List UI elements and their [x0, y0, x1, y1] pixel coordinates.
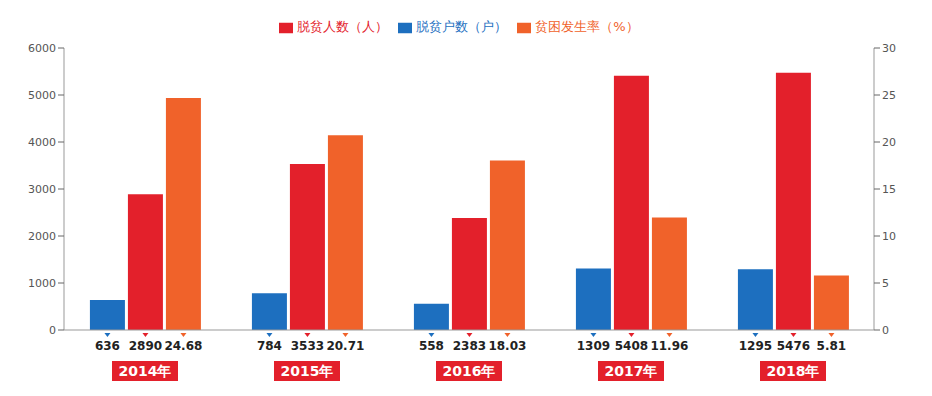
html-text:脱贫户数（户）: 脱贫户数（户）: [416, 19, 508, 34]
svg-text:3533: 3533: [291, 339, 324, 353]
svg-text:2014年: 2014年: [119, 363, 172, 379]
svg-text:636: 636: [95, 339, 120, 353]
svg-text:30: 30: [882, 42, 896, 55]
svg-text:1295: 1295: [739, 339, 772, 353]
svg-text:2383: 2383: [453, 339, 486, 353]
svg-text:18.03: 18.03: [488, 339, 526, 353]
svg-text:5476: 5476: [777, 339, 810, 353]
svg-text:24.68: 24.68: [164, 339, 202, 353]
svg-text:25: 25: [882, 89, 896, 102]
svg-text:20.71: 20.71: [326, 339, 364, 353]
svg-text:2016年: 2016年: [443, 363, 496, 379]
svg-text:10: 10: [882, 230, 896, 243]
svg-text:4000: 4000: [28, 136, 56, 149]
svg-text:11.96: 11.96: [650, 339, 688, 353]
svg-text:1309: 1309: [577, 339, 610, 353]
svg-text:0: 0: [882, 324, 889, 337]
svg-text:5408: 5408: [615, 339, 648, 353]
svg-text:558: 558: [419, 339, 444, 353]
html-text:脱贫人数（人）: 脱贫人数（人）: [297, 19, 389, 34]
svg-text:5000: 5000: [28, 89, 56, 102]
svg-text:5.81: 5.81: [817, 339, 847, 353]
svg-text:2890: 2890: [129, 339, 162, 353]
svg-text:784: 784: [257, 339, 282, 353]
svg-text:2018年: 2018年: [767, 363, 820, 379]
svg-text:2015年: 2015年: [281, 363, 334, 379]
svg-text:2000: 2000: [28, 230, 56, 243]
svg-text:2017年: 2017年: [605, 363, 658, 379]
svg-text:1000: 1000: [28, 277, 56, 290]
svg-text:6000: 6000: [28, 42, 56, 55]
html-text:贫困发生率（%）: 贫困发生率（%）: [535, 19, 639, 34]
svg-text:20: 20: [882, 136, 896, 149]
svg-text:0: 0: [49, 324, 56, 337]
svg-text:3000: 3000: [28, 183, 56, 196]
svg-text:5: 5: [882, 277, 889, 290]
svg-text:15: 15: [882, 183, 896, 196]
